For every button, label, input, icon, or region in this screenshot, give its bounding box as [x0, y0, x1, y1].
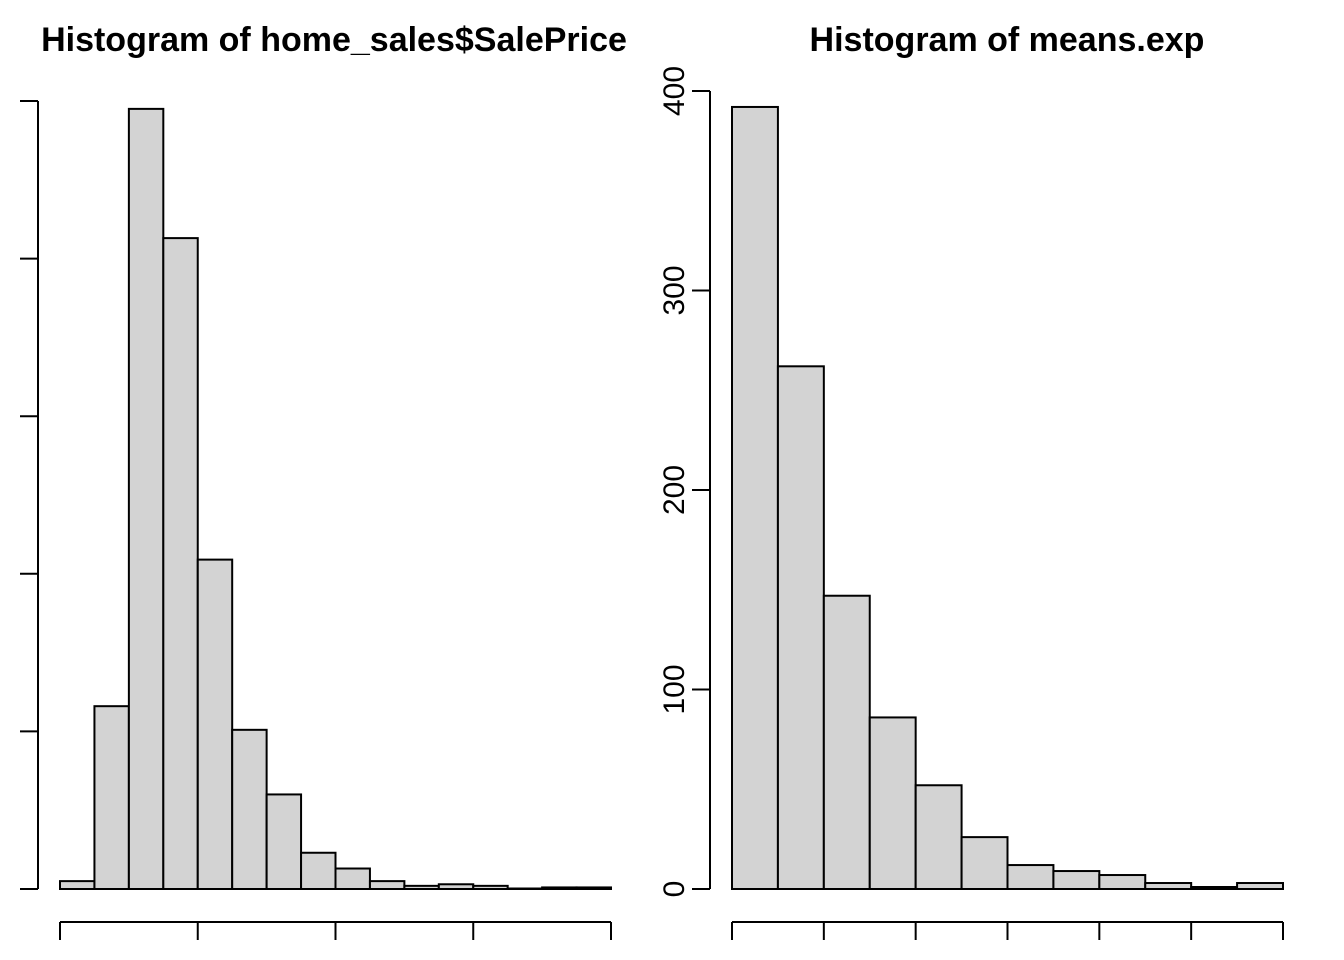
histogram-saleprice-bar	[300, 851, 337, 891]
histogram-saleprice-bar	[334, 867, 371, 891]
histogram-means-exp-bar	[1144, 882, 1193, 891]
histogram-means-exp-bar	[776, 365, 825, 890]
histogram-means-exp-x-axis	[731, 921, 1284, 940]
histogram-means-exp-bar	[914, 784, 963, 891]
histogram-means-exp-bar	[1098, 874, 1147, 890]
histogram-means-exp-bar	[822, 594, 871, 890]
histogram-means-exp-title: Histogram of means.exp	[810, 21, 1205, 59]
histogram-means-exp-bar	[1236, 882, 1285, 891]
histogram-saleprice-title: Histogram of home_sales$SalePrice	[41, 21, 627, 59]
histogram-saleprice-bar	[541, 886, 578, 891]
histogram-means-exp-bar	[731, 105, 779, 890]
histogram-means-exp-panel: Histogram of means.exp 0 100 200 300 400	[658, 21, 1285, 940]
y-axis-tick-label: 100	[658, 664, 691, 714]
histogram-saleprice-bars	[59, 107, 612, 891]
y-axis-tick-label: 200	[658, 465, 691, 515]
histogram-saleprice-bar	[93, 705, 130, 891]
histogram-saleprice-x-axis	[59, 921, 612, 940]
histogram-saleprice-bar	[472, 884, 509, 891]
histogram-saleprice-bar	[403, 884, 440, 891]
histogram-saleprice-bar	[575, 886, 612, 891]
histogram-saleprice-bar	[368, 880, 406, 890]
histogram-means-exp-bar	[868, 716, 917, 890]
histogram-saleprice-bar	[265, 793, 303, 890]
histogram-means-exp-bar	[1006, 864, 1055, 890]
histogram-saleprice-panel: Histogram of home_sales$SalePrice	[20, 21, 627, 940]
y-axis-tick-label: 400	[658, 66, 691, 116]
histogram-means-exp-bar	[1190, 886, 1239, 891]
histogram-means-exp-bar	[1052, 870, 1101, 890]
histogram-saleprice-bar	[196, 558, 234, 891]
y-axis-tick-label: 0	[658, 881, 691, 898]
histogram-means-exp-bars	[731, 105, 1285, 891]
histogram-saleprice-bar	[59, 880, 96, 890]
histogram-saleprice-bar	[506, 887, 544, 890]
histogram-saleprice-bar	[162, 237, 199, 890]
y-axis-tick-label: 300	[658, 265, 691, 315]
histogram-saleprice-y-axis	[20, 100, 39, 890]
histogram-saleprice-bar	[127, 107, 165, 890]
histogram-saleprice-bar	[231, 728, 268, 890]
histogram-means-exp-y-axis: 0 100 200 300 400	[658, 66, 711, 898]
histogram-means-exp-bar	[960, 836, 1009, 891]
histogram-saleprice-bar	[437, 883, 475, 890]
